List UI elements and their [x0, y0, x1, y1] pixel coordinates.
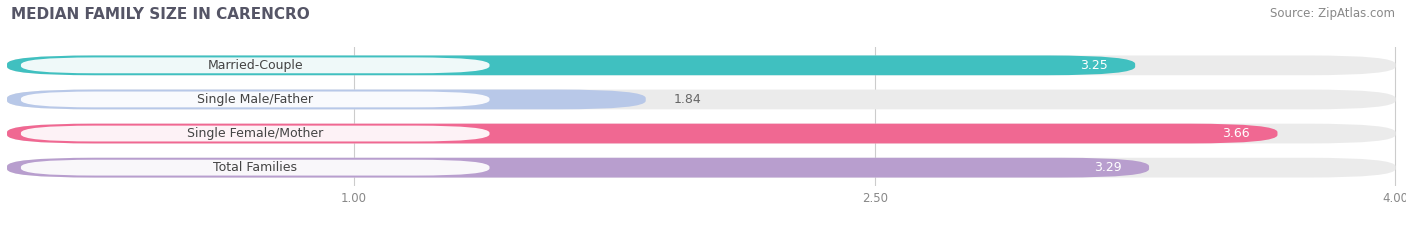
- Text: Married-Couple: Married-Couple: [208, 59, 304, 72]
- FancyBboxPatch shape: [7, 55, 1396, 75]
- FancyBboxPatch shape: [21, 160, 489, 175]
- FancyBboxPatch shape: [7, 89, 645, 109]
- FancyBboxPatch shape: [21, 92, 489, 107]
- Text: Source: ZipAtlas.com: Source: ZipAtlas.com: [1270, 7, 1395, 20]
- Text: 3.29: 3.29: [1094, 161, 1121, 174]
- Text: Total Families: Total Families: [214, 161, 297, 174]
- FancyBboxPatch shape: [21, 126, 489, 141]
- FancyBboxPatch shape: [7, 158, 1396, 178]
- Text: 3.25: 3.25: [1080, 59, 1108, 72]
- FancyBboxPatch shape: [7, 55, 1135, 75]
- Text: 1.84: 1.84: [673, 93, 702, 106]
- FancyBboxPatch shape: [7, 124, 1278, 144]
- FancyBboxPatch shape: [7, 158, 1149, 178]
- Text: 3.66: 3.66: [1222, 127, 1250, 140]
- FancyBboxPatch shape: [7, 124, 1396, 144]
- Text: Single Male/Father: Single Male/Father: [197, 93, 314, 106]
- Text: Single Female/Mother: Single Female/Mother: [187, 127, 323, 140]
- FancyBboxPatch shape: [21, 58, 489, 73]
- FancyBboxPatch shape: [7, 89, 1396, 109]
- Text: MEDIAN FAMILY SIZE IN CARENCRO: MEDIAN FAMILY SIZE IN CARENCRO: [11, 7, 309, 22]
